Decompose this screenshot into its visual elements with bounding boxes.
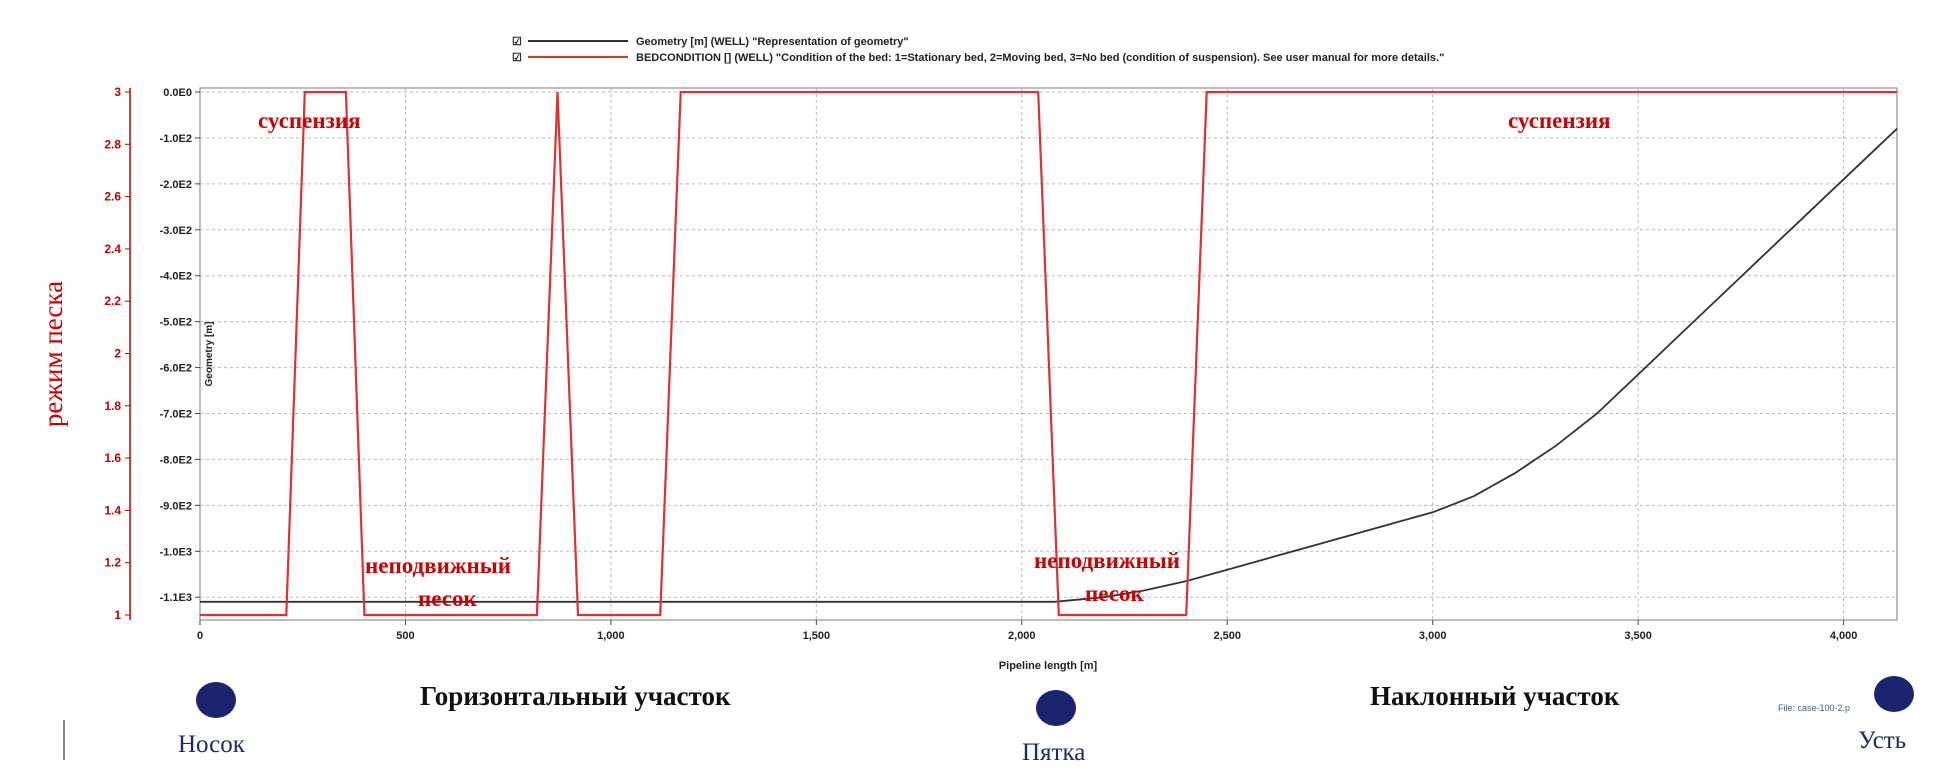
geometry-tick-label: -2.0E2 bbox=[160, 179, 192, 191]
red-tick-label: 2.4 bbox=[104, 242, 121, 256]
marker-wellhead: Усть bbox=[1858, 676, 1914, 754]
geometry-axis-label: Geometry [m] bbox=[204, 321, 215, 386]
legend-checkbox-icon[interactable]: ☑ bbox=[512, 52, 522, 64]
heel-marker-dot bbox=[1036, 690, 1076, 726]
heel-marker-label: Пятка bbox=[1022, 739, 1085, 766]
red-tick-label: 3 bbox=[114, 85, 121, 99]
geometry-axis-ticks: 0.0E0 -1.0E2 -2.0E2 -3.0E2 -4.0E2 -5.0E2 -6.0E… bbox=[160, 87, 200, 604]
geometry-tick-label: -4.0E2 bbox=[160, 271, 192, 283]
x-tick-label: 1,000 bbox=[597, 630, 625, 642]
x-axis-label: Pipeline length [m] bbox=[999, 660, 1098, 672]
x-tick-label: 3,000 bbox=[1419, 630, 1447, 642]
x-tick-label: 0 bbox=[197, 630, 203, 642]
annotation-stationary-right-line1: неподвижный bbox=[1034, 548, 1180, 573]
legend-label-geometry: Geometry [m] (WELL) "Representation of g… bbox=[636, 36, 909, 48]
marker-toe: Носок bbox=[178, 682, 246, 758]
grid bbox=[200, 88, 1897, 620]
legend[interactable]: ☑ Geometry [m] (WELL) "Representation of… bbox=[512, 36, 1444, 64]
annotation-stationary-left-line2: песок bbox=[418, 586, 477, 611]
legend-checkbox-icon[interactable]: ☑ bbox=[512, 36, 522, 48]
red-tick-label: 2 bbox=[114, 347, 121, 361]
x-tick-label: 4,000 bbox=[1830, 630, 1858, 642]
red-tick-label: 1.2 bbox=[104, 556, 121, 570]
x-axis-ticks: 0 500 1,000 1,500 2,000 2,500 3,000 3,500 4,000 bbox=[197, 620, 1857, 642]
x-tick-label: 1,500 bbox=[803, 630, 831, 642]
section-horizontal-label: Горизонтальный участок bbox=[420, 681, 731, 711]
series-line-geometry bbox=[200, 128, 1898, 603]
geometry-tick-label: -9.0E2 bbox=[160, 500, 192, 512]
red-tick-label: 1.8 bbox=[104, 399, 121, 413]
geometry-tick-label: -7.0E2 bbox=[160, 409, 192, 421]
red-tick-label: 2.2 bbox=[104, 294, 121, 308]
toe-marker-label: Носок bbox=[178, 731, 246, 758]
geometry-tick-label: -3.0E2 bbox=[160, 225, 192, 237]
section-inclined-label: Наклонный участок bbox=[1370, 681, 1620, 711]
geometry-tick-label: -1.0E2 bbox=[160, 133, 192, 145]
x-tick-label: 2,000 bbox=[1008, 630, 1036, 642]
geometry-tick-label: -1.0E3 bbox=[160, 546, 192, 558]
geometry-tick-label: -8.0E2 bbox=[160, 454, 192, 466]
red-tick-label: 1.4 bbox=[104, 503, 121, 517]
series-line-bedcondition bbox=[200, 90, 1897, 617]
wellhead-marker-dot bbox=[1874, 676, 1914, 712]
annotation-stationary-right-line2: песок bbox=[1085, 581, 1144, 606]
marker-heel: Пятка bbox=[1022, 690, 1085, 766]
red-axis-label: режим песка bbox=[38, 281, 68, 427]
red-tick-label: 2.6 bbox=[104, 190, 121, 204]
toe-marker-dot bbox=[196, 682, 236, 718]
wellhead-marker-label: Усть bbox=[1858, 727, 1906, 754]
red-tick-label: 2.8 bbox=[104, 137, 121, 151]
geometry-tick-label: 0.0E0 bbox=[163, 87, 192, 99]
red-axis-ticks: 3 2.8 2.6 2.4 2.2 2 1.8 1.6 1.4 1.2 1 bbox=[104, 85, 130, 622]
red-tick-label: 1 bbox=[114, 608, 121, 622]
geometry-tick-label: -5.0E2 bbox=[160, 317, 192, 329]
legend-label-bedcondition: BEDCONDITION [] (WELL) "Condition of the… bbox=[636, 52, 1444, 64]
geometry-tick-label: -6.0E2 bbox=[160, 363, 192, 375]
file-label: File: case-100-2.p bbox=[1778, 703, 1850, 713]
legend-entry-bedcondition[interactable]: ☑ BEDCONDITION [] (WELL) "Condition of t… bbox=[512, 52, 1444, 64]
x-tick-label: 500 bbox=[396, 630, 414, 642]
annotation-suspension-right: суспензия bbox=[1508, 108, 1611, 133]
x-tick-label: 3,500 bbox=[1624, 630, 1652, 642]
annotation-suspension-left: суспензия bbox=[258, 108, 361, 133]
annotation-stationary-left-line1: неподвижный bbox=[365, 553, 511, 578]
series-layer bbox=[200, 90, 1898, 617]
geometry-tick-label: -1.1E3 bbox=[160, 592, 192, 604]
red-tick-label: 1.6 bbox=[104, 451, 121, 465]
x-tick-label: 2,500 bbox=[1213, 630, 1241, 642]
legend-entry-geometry[interactable]: ☑ Geometry [m] (WELL) "Representation of… bbox=[512, 36, 909, 48]
